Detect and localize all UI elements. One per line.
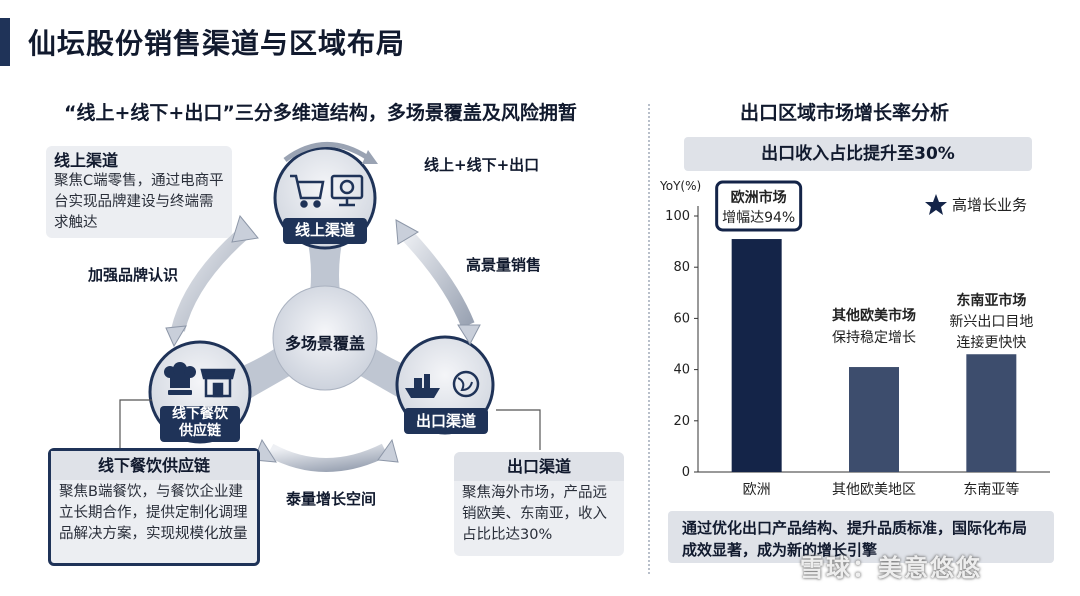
annotation-text-sea-2: 连接更快快 (956, 334, 1026, 351)
export-box-text: 聚焦海外市场，产品远销欧美、东南亚，收入占比比达30% (462, 485, 607, 543)
annotation-title-other: 其他欧美市场 (832, 307, 916, 324)
annotation-text-other: 保持稳定增长 (832, 330, 916, 346)
hub-label: 多场景覆盖 (284, 334, 365, 353)
hub-circle (272, 285, 378, 391)
offline-node-label: 线下餐饮 供应链 (160, 406, 240, 440)
channel-diagram (119, 142, 541, 472)
cart-icon (290, 174, 325, 208)
right-arrow-head-bottom (457, 324, 481, 345)
annotation-text-europe: 增幅达94% (722, 210, 795, 226)
y-axis-label: YoY(%) (659, 179, 701, 193)
globe-icon (452, 370, 480, 398)
annotation-title-europe: 欧洲市场 (731, 189, 787, 206)
online-box-title: 线上渠道 (54, 151, 119, 170)
x-tick-label: 其他欧美地区 (832, 482, 916, 498)
bar-2 (966, 354, 1017, 472)
arrow-label-left: 加强品牌认识 (88, 266, 179, 284)
y-tick-label: 60 (673, 311, 690, 326)
y-tick-label: 40 (673, 363, 690, 378)
online-channel-box: 线上渠道 聚焦C端零售，通过电商平台实现品牌建设与终端需求触达 (46, 146, 232, 238)
arrow-label-right: 高景量销售 (466, 256, 542, 274)
monitor-icon (330, 174, 364, 207)
offline-node-band (160, 406, 240, 442)
bar-0 (731, 239, 782, 472)
y-tick-label: 20 (673, 414, 690, 429)
conclusion-box: 通过优化出口产品结构、提升品质标准，国际化布局成效显著，成为新的增长引擎 (668, 511, 1054, 563)
export-share-band: 出口收入占比提升至30% (684, 137, 1032, 171)
left-arrow-head-bottom (165, 325, 187, 348)
export-node-band (404, 408, 488, 434)
arrow-label-bottom: 泰量增长空间 (286, 490, 377, 508)
online-box-text: 聚焦C端零售，通过电商平台实现品牌建设与终端需求触达 (54, 173, 224, 231)
bar-1 (849, 367, 899, 472)
title-accent-bar (0, 18, 10, 66)
y-tick-label: 100 (665, 209, 690, 224)
left-subtitle: “线上+线下+出口”三分多维道结构，多场景覆盖及风险拥暂 (64, 102, 577, 124)
x-tick-label: 欧洲 (743, 482, 771, 498)
y-tick-label: 0 (682, 465, 690, 480)
bottom-arrow-head-right (377, 438, 399, 463)
top-arrow-head (362, 150, 378, 164)
export-box-title: 出口渠道 (454, 452, 624, 481)
section-divider (648, 104, 650, 574)
offline-connector-line (119, 399, 152, 450)
arrow-label-top-right: 线上+线下+出口 (424, 156, 540, 174)
right-arrow-head-top (395, 219, 420, 245)
offline-channel-box: 线下餐饮供应链 聚焦B端餐饮，与餐饮企业建立长期合作，提供定制化调理品解决方案，… (48, 448, 260, 566)
export-connector-line (496, 409, 541, 450)
star-icon (925, 194, 947, 215)
offline-node-label-line2: 供应链 (179, 423, 221, 439)
online-node-band (283, 218, 367, 244)
left-arrow (171, 226, 250, 332)
annotation-box-europe (715, 180, 803, 232)
top-arrow (283, 142, 370, 163)
offline-box-title: 线下餐饮供应链 (51, 451, 257, 480)
export-node-label: 出口渠道 (415, 412, 476, 430)
offline-box-text: 聚焦B端餐饮，与餐饮企业建立长期合作，提供定制化调理品解决方案，实现规模化放量 (59, 484, 248, 542)
offline-node-label-line1: 线下餐饮 (172, 406, 228, 422)
annotation-text-sea-1: 新兴出口目地 (949, 314, 1033, 330)
right-arrow (398, 227, 475, 328)
y-tick-label: 80 (673, 260, 690, 275)
ship-icon (405, 374, 440, 398)
page-title: 仙坛股份销售渠道与区域布局 (28, 27, 406, 60)
chef-hat-icon (164, 362, 196, 395)
x-tick-label: 东南亚等 (963, 481, 1019, 498)
export-channel-box: 出口渠道 聚焦海外市场，产品远销欧美、东南亚，收入占比比达30% (454, 452, 624, 556)
left-arrow-head-top (231, 214, 259, 243)
online-node-label: 线上渠道 (294, 221, 355, 239)
bottom-arrow (266, 443, 389, 472)
right-title: 出口区域市场增长率分析 (740, 102, 950, 124)
legend-label: 高增长业务 (952, 196, 1027, 214)
annotation-title-sea: 东南亚市场 (956, 292, 1026, 309)
growth-bar-chart: YoY(%) 0 20 40 60 80 100 欧洲 其他欧美地区 东南亚等 欧洲市场增幅达94%… (659, 179, 1050, 498)
watermark: 雪球：美意悠悠 (800, 554, 982, 582)
store-icon (200, 368, 236, 398)
